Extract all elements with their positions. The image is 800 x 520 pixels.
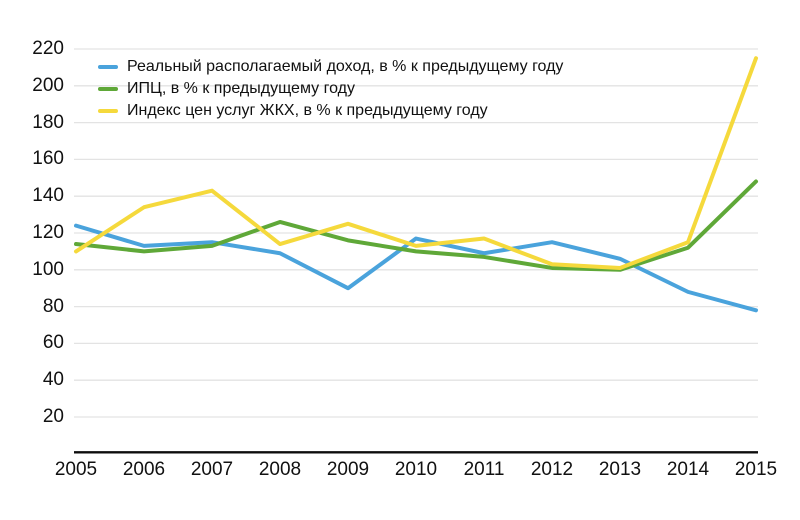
x-tick-label: 2013 xyxy=(598,459,642,480)
legend-label: Индекс цен услуг ЖКХ, в % к предыдущему … xyxy=(127,102,488,119)
y-tick-label: 160 xyxy=(32,148,64,170)
series-line xyxy=(74,223,758,313)
y-tick-label: 20 xyxy=(42,406,64,427)
x-tick-label: 2012 xyxy=(530,459,574,480)
chart-legend: Реальный располагаемый доход, в % к пред… xyxy=(98,56,563,122)
y-tick-label: 140 xyxy=(32,185,64,207)
y-tick-label: 120 xyxy=(32,222,64,243)
series-line xyxy=(74,179,758,272)
x-tick-label: 2009 xyxy=(326,459,370,480)
legend-item: Индекс цен услуг ЖКХ, в % к предыдущему … xyxy=(98,100,563,122)
legend-item: Реальный располагаемый доход, в % к пред… xyxy=(98,56,563,78)
legend-swatch-icon xyxy=(98,65,118,69)
x-tick-label: 2008 xyxy=(258,459,302,480)
x-tick-label: 2006 xyxy=(122,459,166,480)
legend-item: ИПЦ, в % к предыдущему году xyxy=(98,78,563,100)
legend-swatch-icon xyxy=(98,109,118,113)
x-tick-label: 2007 xyxy=(190,459,234,480)
y-tick-label: 200 xyxy=(32,74,64,96)
y-tick-label: 80 xyxy=(42,295,64,317)
legend-swatch-icon xyxy=(98,87,118,91)
legend-label: ИПЦ, в % к предыдущему году xyxy=(127,80,355,97)
y-tick-label: 40 xyxy=(42,369,64,391)
x-tick-label: 2010 xyxy=(394,459,438,480)
y-tick-label: 180 xyxy=(32,111,64,133)
x-tick-label: 2014 xyxy=(666,459,710,480)
series-line xyxy=(74,56,758,270)
x-tick-label: 2015 xyxy=(734,459,778,480)
y-tick-label: 100 xyxy=(32,258,64,280)
legend-label: Реальный располагаемый доход, в % к пред… xyxy=(127,58,564,75)
x-tick-label: 2005 xyxy=(54,459,98,480)
y-tick-label: 220 xyxy=(32,38,64,59)
x-tick-label: 2011 xyxy=(463,459,505,480)
y-tick-label: 60 xyxy=(42,332,64,354)
